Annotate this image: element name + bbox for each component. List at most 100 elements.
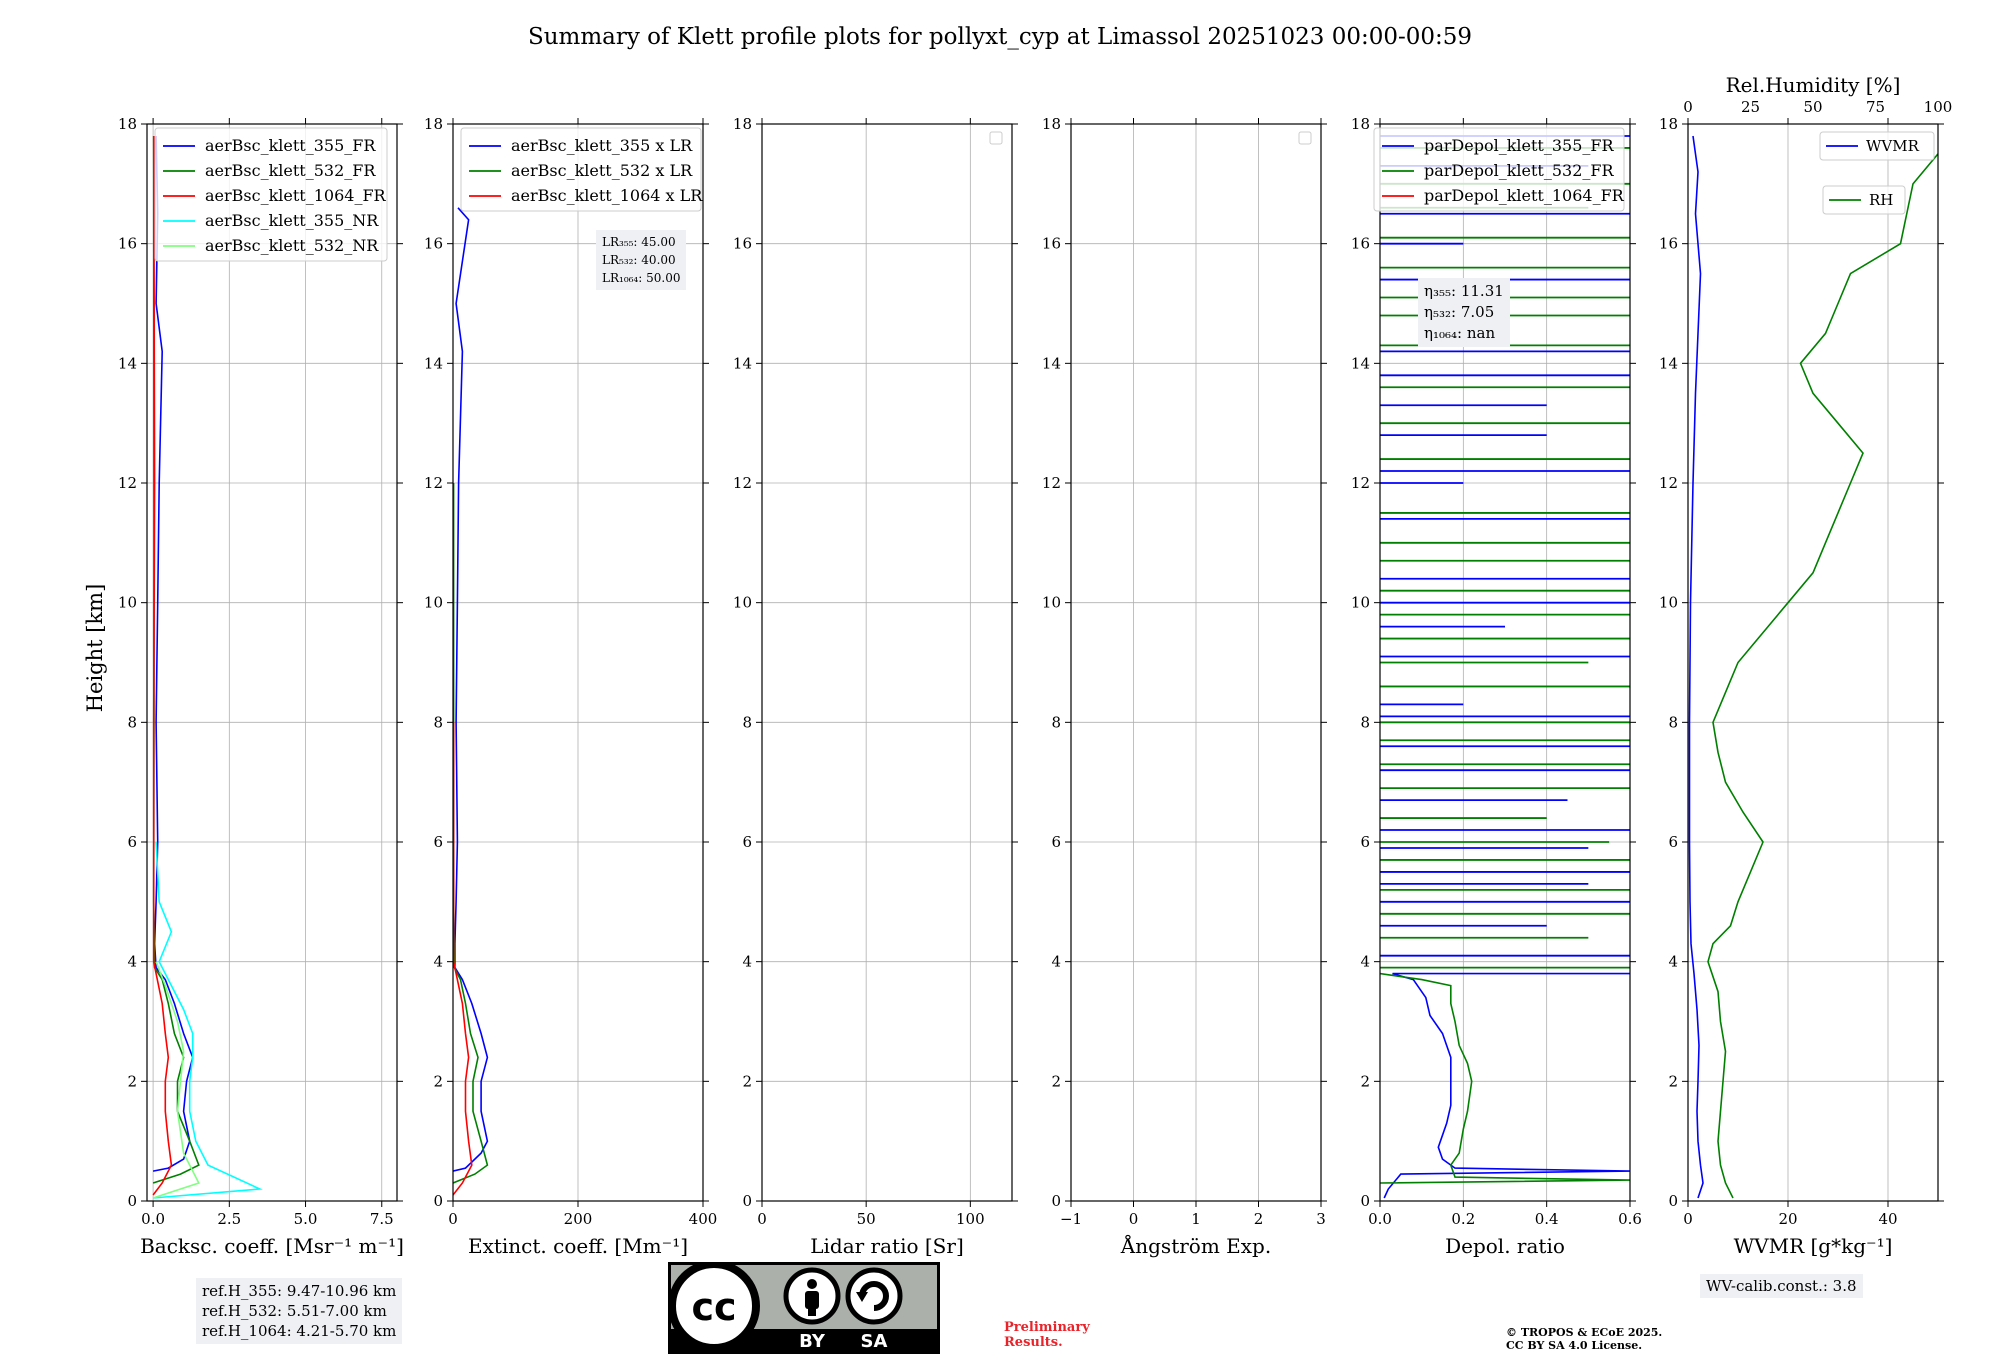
y-tick-label: 8 — [742, 713, 752, 731]
legend: aerBsc_klett_355_FR aerBsc_klett_532_FRae… — [154, 127, 388, 262]
x-tick-label: 40 — [1878, 1210, 1897, 1228]
top-tick-label: 75 — [1866, 98, 1885, 116]
x-tick-label: 0.0 — [1368, 1210, 1392, 1228]
x-tick-label: 0 — [448, 1210, 458, 1228]
y-tick-label: 18 — [1042, 115, 1061, 133]
plot-frame — [1379, 123, 1631, 1202]
y-tick-label: 6 — [742, 833, 752, 851]
y-tick-label: 4 — [127, 953, 137, 971]
legend-box — [1819, 131, 1935, 161]
cc-logo-text: cc — [691, 1285, 736, 1329]
y-tick-label: 6 — [1668, 833, 1678, 851]
legend-box — [154, 127, 388, 262]
series-line-aerbsc-klett-355-x-lr — [453, 207, 489, 1172]
y-tick-label: 4 — [433, 953, 443, 971]
y-tick-label: 10 — [118, 594, 137, 612]
y-axis-label: Height [km] — [83, 584, 107, 713]
panel-lidar_ratio: 0 50 100 0 2 4 6 8 10 12 14 16 18 Lidar ratio [Sr] — [733, 115, 1018, 1258]
legend-label: aerBsc_klett_532 x LR — [511, 161, 693, 180]
series-line-aerbsc-klett-532-fr — [152, 135, 200, 1184]
cc-license-badge: cc BY SA — [668, 1262, 940, 1354]
series-line-aerbsc-klett-1064-x-lr — [453, 722, 473, 1196]
legend-label: WVMR — [1866, 137, 1920, 155]
series-line-aerbsc-klett-355-nr — [153, 841, 263, 1199]
lr-355-text: LR₃₅₅: 45.00 — [602, 235, 676, 249]
y-tick-label: 10 — [1351, 594, 1370, 612]
y-tick-label: 10 — [1659, 594, 1678, 612]
y-tick-label: 4 — [1360, 953, 1370, 971]
ref-h-532: ref.H_532: 5.51-7.00 km — [202, 1302, 387, 1320]
legend-label: aerBsc_klett_532_NR — [205, 236, 379, 255]
preliminary-line-1: Preliminary — [1004, 1320, 1090, 1335]
x-axis-label: Backsc. coeff. [Msr⁻¹ m⁻¹] — [140, 1234, 404, 1258]
legend-label: parDepol_klett_532_FR — [1424, 161, 1615, 180]
lidar-ratio-annotation: LR₃₅₅: 45.00 LR₅₃₂: 40.00 LR₁₀₆₄: 50.00 — [596, 230, 687, 290]
sa-sharealike-icon — [845, 1267, 903, 1325]
top-tick-label: 50 — [1803, 98, 1822, 116]
eta-1064-text: η₁₀₆₄: nan — [1424, 324, 1496, 342]
x-tick-label: 2.5 — [217, 1210, 241, 1228]
series-line-aerbsc-klett-1064-fr — [152, 135, 173, 1196]
series-line-pardepol-klett-355-fr — [1383, 972, 1630, 1199]
y-tick-label: 6 — [127, 833, 137, 851]
series-line-pardepol-klett-532-fr — [1380, 972, 1630, 1184]
x-axis-label: Lidar ratio [Sr] — [810, 1234, 964, 1258]
y-tick-label: 18 — [733, 115, 752, 133]
y-tick-label: 12 — [118, 474, 137, 492]
cc-logo-icon — [668, 1262, 760, 1352]
plot-frame — [761, 123, 1013, 1202]
y-tick-label: 0 — [1051, 1192, 1061, 1210]
y-tick-label: 0 — [742, 1192, 752, 1210]
top-tick-label: 25 — [1741, 98, 1760, 116]
y-tick-label: 10 — [733, 594, 752, 612]
series-line-aerbsc-klett-532-nr — [152, 961, 200, 1199]
x-tick-label: 400 — [689, 1210, 718, 1228]
by-label: BY — [799, 1331, 826, 1352]
top-axis-label: Rel.Humidity [%] — [1726, 73, 1901, 97]
wv-calib-text: WV-calib.const.: 3.8 — [1706, 1277, 1857, 1295]
y-tick-label: 14 — [118, 354, 137, 372]
legend-label: aerBsc_klett_355_NR — [205, 211, 379, 230]
top-tick-label: 0 — [1683, 98, 1693, 116]
x-tick-label: 0 — [1683, 1210, 1693, 1228]
panel-wvmr: 0 20 40 0 2 4 6 8 10 12 14 16 18 WVMR [g*kg⁻¹] 0 25 50 75… — [1659, 73, 1952, 1258]
x-tick-label: 3 — [1316, 1210, 1326, 1228]
x-tick-label: 50 — [857, 1210, 876, 1228]
y-tick-label: 2 — [1360, 1072, 1370, 1090]
x-tick-label: 7.5 — [370, 1210, 394, 1228]
y-tick-label: 4 — [1668, 953, 1678, 971]
y-tick-label: 2 — [1051, 1072, 1061, 1090]
empty-legend-box — [1298, 131, 1312, 145]
legend-label: aerBsc_klett_1064 x LR — [511, 186, 703, 205]
legend: parDepol_klett_355_FR parDepol_klett_532_… — [1373, 127, 1625, 212]
legend: WVMR RH — [1819, 131, 1935, 215]
series-group — [453, 207, 489, 1196]
series-line-aerbsc-klett-355-fr — [152, 135, 194, 1172]
series-line-rh — [1707, 153, 1938, 1199]
x-axis-label: Depol. ratio — [1445, 1234, 1565, 1258]
legend-label: parDepol_klett_1064_FR — [1424, 186, 1625, 205]
lr-532-text: LR₅₃₂: 40.00 — [602, 253, 676, 267]
y-tick-label: 8 — [1668, 713, 1678, 731]
y-tick-label: 10 — [1042, 594, 1061, 612]
ref-h-355: ref.H_355: 9.47-10.96 km — [202, 1282, 397, 1300]
y-tick-label: 0 — [1360, 1192, 1370, 1210]
x-axis-label: Extinct. coeff. [Mm⁻¹] — [468, 1234, 688, 1258]
x-axis-label: WVMR [g*kg⁻¹] — [1734, 1234, 1893, 1258]
y-tick-label: 8 — [1051, 713, 1061, 731]
preliminary-results-note: Preliminary Results. — [1004, 1320, 1090, 1350]
copyright-line-1: © TROPOS & ECoE 2025. — [1506, 1326, 1663, 1339]
x-tick-label: 100 — [956, 1210, 985, 1228]
y-tick-label: 16 — [733, 235, 752, 253]
y-tick-label: 12 — [424, 474, 443, 492]
x-tick-label: 0.2 — [1451, 1210, 1475, 1228]
eta-annotation: η₃₅₅: 11.31 η₅₃₂: 7.05 η₁₀₆₄: nan — [1418, 278, 1510, 347]
x-tick-label: 200 — [564, 1210, 593, 1228]
x-tick-label: 5.0 — [294, 1210, 318, 1228]
y-tick-label: 14 — [733, 354, 752, 372]
x-tick-label: 0.0 — [141, 1210, 165, 1228]
legend-label: aerBsc_klett_355 x LR — [511, 136, 693, 155]
y-tick-label: 14 — [1351, 354, 1370, 372]
y-tick-label: 8 — [127, 713, 137, 731]
